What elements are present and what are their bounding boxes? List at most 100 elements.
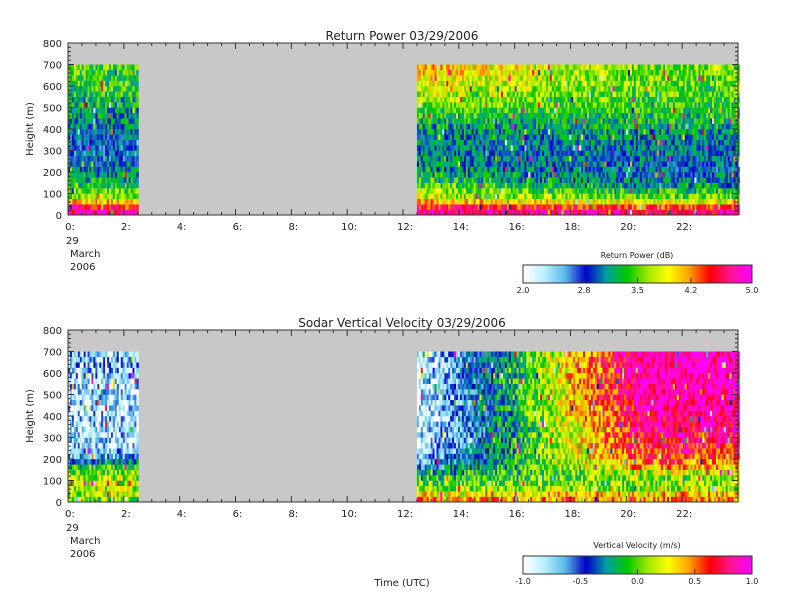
heatmap-cell bbox=[477, 161, 480, 167]
heatmap-cell bbox=[631, 107, 635, 114]
heatmap-cell bbox=[622, 129, 625, 135]
heatmap-cell bbox=[516, 64, 519, 71]
heatmap-cell bbox=[424, 177, 428, 183]
heatmap-cell bbox=[522, 172, 525, 178]
heatmap-cell bbox=[416, 177, 420, 183]
heatmap-cell bbox=[629, 134, 633, 140]
heatmap-cell bbox=[594, 129, 598, 135]
heatmap-cell bbox=[549, 86, 553, 92]
heatmap-cell bbox=[134, 204, 137, 210]
heatmap-cell bbox=[420, 198, 424, 205]
heatmap-cell bbox=[686, 139, 689, 146]
heatmap-cell bbox=[692, 155, 695, 162]
heatmap-cell bbox=[590, 204, 594, 210]
heatmap-cell bbox=[551, 139, 555, 146]
heatmap-cell bbox=[588, 139, 592, 146]
heatmap-cell bbox=[688, 107, 691, 114]
heatmap-cell bbox=[631, 102, 635, 108]
heatmap-cell bbox=[606, 112, 609, 119]
heatmap-cell bbox=[418, 102, 422, 108]
heatmap-cell bbox=[610, 177, 613, 183]
heatmap-cell bbox=[659, 112, 662, 119]
heatmap-cell bbox=[631, 139, 635, 146]
heatmap-cell bbox=[608, 69, 611, 76]
heatmap-cell bbox=[487, 134, 490, 140]
heatmap-cell bbox=[473, 204, 476, 210]
heatmap-cell bbox=[446, 204, 449, 210]
heatmap-cell bbox=[610, 139, 613, 146]
heatmap-cell bbox=[577, 134, 580, 140]
heatmap-cell bbox=[598, 172, 602, 178]
heatmap-cell bbox=[69, 69, 73, 76]
heatmap-cell bbox=[563, 69, 566, 76]
heatmap-cell bbox=[661, 80, 664, 87]
heatmap-cell bbox=[575, 91, 578, 97]
heatmap-cell bbox=[655, 107, 658, 114]
heatmap-cell bbox=[571, 86, 574, 92]
heatmap-cell bbox=[651, 209, 654, 216]
heatmap-cell bbox=[661, 150, 664, 157]
heatmap-cell bbox=[502, 198, 506, 205]
heatmap-cell bbox=[528, 193, 531, 200]
heatmap-cell bbox=[510, 172, 514, 178]
heatmap-cell bbox=[420, 129, 424, 135]
heatmap-cell bbox=[549, 91, 553, 97]
heatmap-cell bbox=[622, 107, 625, 114]
heatmap-cell bbox=[518, 96, 521, 103]
heatmap-cell bbox=[651, 198, 654, 205]
heatmap-cell bbox=[645, 118, 648, 124]
heatmap-cell bbox=[452, 107, 455, 114]
heatmap-cell bbox=[116, 118, 120, 124]
heatmap-cell bbox=[561, 177, 564, 183]
heatmap-cell bbox=[467, 193, 471, 200]
heatmap-cell bbox=[577, 112, 580, 119]
heatmap-cell bbox=[485, 166, 488, 173]
heatmap-cell bbox=[592, 86, 596, 92]
heatmap-cell bbox=[103, 91, 106, 97]
heatmap-cell bbox=[118, 91, 122, 97]
heatmap-cell bbox=[555, 182, 559, 189]
heatmap-cell bbox=[641, 86, 645, 92]
heatmap-cell bbox=[95, 129, 98, 135]
heatmap-cell bbox=[77, 75, 81, 81]
heatmap-cell bbox=[479, 193, 482, 200]
heatmap-cell bbox=[655, 123, 658, 130]
heatmap-cell bbox=[103, 182, 106, 189]
heatmap-cell bbox=[450, 198, 453, 205]
heatmap-cell bbox=[651, 64, 654, 71]
heatmap-cell bbox=[557, 86, 561, 92]
heatmap-cell bbox=[635, 96, 639, 103]
heatmap-cell bbox=[610, 64, 613, 71]
heatmap-cell bbox=[561, 80, 564, 87]
heatmap-cell bbox=[555, 166, 559, 173]
heatmap-cell bbox=[571, 204, 574, 210]
heatmap-cell bbox=[475, 188, 478, 194]
heatmap-cell bbox=[424, 91, 428, 97]
heatmap-cell bbox=[456, 107, 459, 114]
heatmap-cell bbox=[567, 161, 570, 167]
heatmap-cell bbox=[428, 155, 432, 162]
heatmap-cell bbox=[81, 209, 85, 216]
heatmap-cell bbox=[610, 155, 613, 162]
heatmap-cell bbox=[442, 107, 445, 114]
heatmap-cell bbox=[116, 80, 120, 87]
heatmap-cell bbox=[565, 209, 568, 216]
heatmap-cell bbox=[553, 204, 557, 210]
heatmap-cell bbox=[116, 204, 120, 210]
heatmap-cell bbox=[452, 80, 455, 87]
heatmap-cell bbox=[120, 118, 124, 124]
heatmap-cell bbox=[524, 161, 527, 167]
heatmap-cell bbox=[692, 161, 695, 167]
heatmap-cell bbox=[567, 155, 570, 162]
heatmap-cell bbox=[512, 134, 516, 140]
heatmap-cell bbox=[79, 193, 83, 200]
heatmap-cell bbox=[477, 134, 480, 140]
heatmap-cell bbox=[510, 129, 514, 135]
heatmap-cell bbox=[430, 139, 433, 146]
heatmap-cell bbox=[518, 112, 521, 119]
heatmap-cell bbox=[565, 155, 568, 162]
heatmap-cell bbox=[502, 107, 506, 114]
heatmap-cell bbox=[639, 134, 643, 140]
heatmap-cell bbox=[678, 155, 682, 162]
heatmap-cell bbox=[585, 69, 588, 76]
